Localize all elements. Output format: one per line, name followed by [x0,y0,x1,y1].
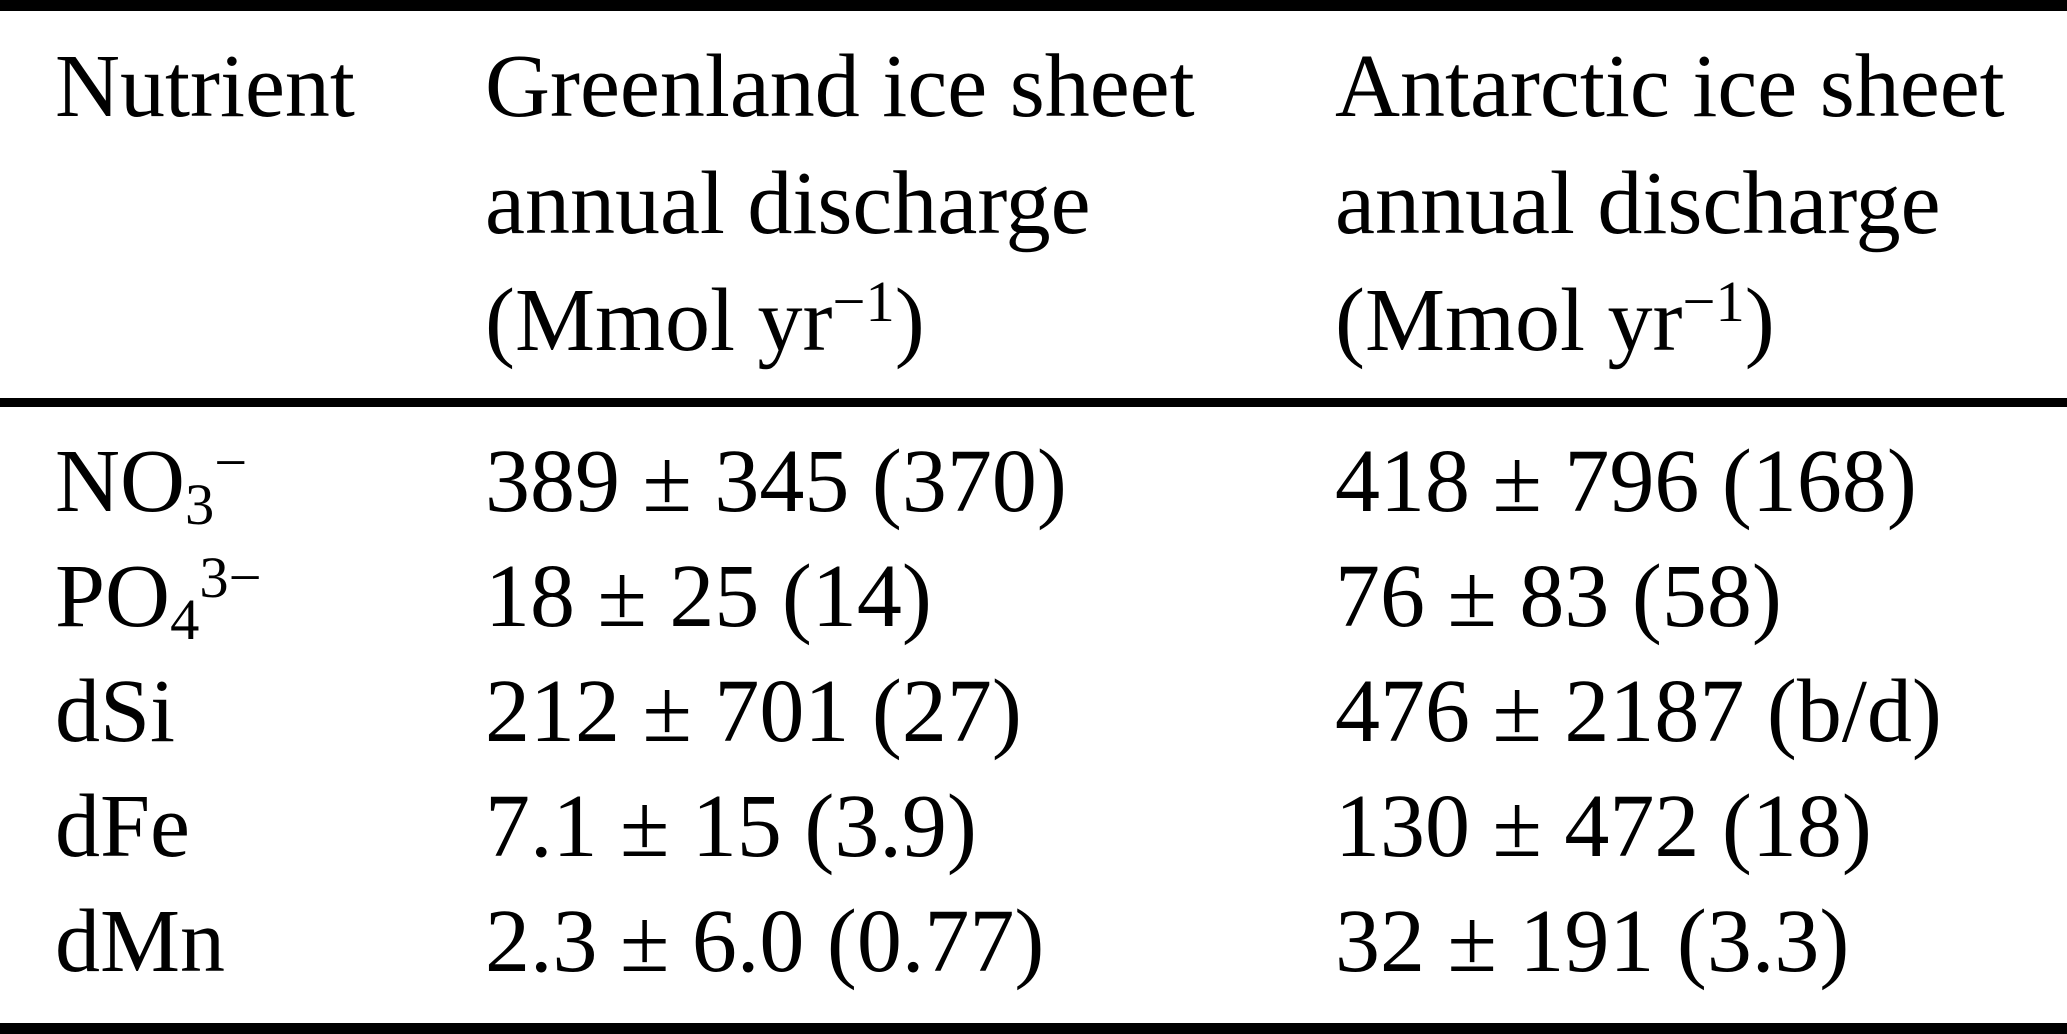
header-cell-greenland: Greenland ice sheet annual discharge (Mm… [485,28,1335,379]
table-top-rule [0,0,2067,11]
greenland-value: 2.3 ± 6.0 (0.77) [485,892,1045,991]
table-bottom-rule [0,1023,2067,1034]
formula-base: dFe [55,777,190,876]
formula-subscript: 4 [170,586,200,652]
antarctic-value: 476 ± 2187 (b/d) [1335,662,1942,761]
header-antarctic-unit: (Mmol yr−1) [1335,262,2067,379]
formula-superscript: 3− [199,544,262,610]
table-mid-rule [0,398,2067,407]
unit-suffix: ) [1744,271,1775,370]
formula-base: dMn [55,892,226,991]
table-header-row: Nutrient Greenland ice sheet annual disc… [0,28,2067,379]
nutrient-formula: dMn [55,884,485,999]
header-greenland-line2: annual discharge [485,154,1091,253]
formula-superscript: − [214,429,248,495]
greenland-value: 7.1 ± 15 (3.9) [485,777,977,876]
header-cell-antarctic: Antarctic ice sheet annual discharge (Mm… [1335,28,2067,379]
formula-base: PO [55,547,171,646]
antarctic-value: 32 ± 191 (3.3) [1335,892,1850,991]
header-greenland-unit: (Mmol yr−1) [485,262,1335,379]
header-nutrient-label: Nutrient [55,37,355,136]
greenland-value: 18 ± 25 (14) [485,547,932,646]
unit-suffix: ) [894,271,925,370]
nutrient-formula: NO3− [55,424,485,539]
antarctic-value: 130 ± 472 (18) [1335,777,1872,876]
unit-exponent: −1 [1682,268,1745,334]
formula-base: dSi [55,662,176,761]
table-body: NO3− 389 ± 345 (370) 418 ± 796 (168) PO4… [0,424,2067,999]
antarctic-value: 76 ± 83 (58) [1335,547,1782,646]
header-greenland-line1: Greenland ice sheet [485,37,1195,136]
unit-exponent: −1 [832,268,895,334]
unit-prefix: (Mmol yr [485,271,833,370]
header-cell-nutrient: Nutrient [55,28,485,379]
header-antarctic-line2: annual discharge [1335,154,1941,253]
antarctic-value: 418 ± 796 (168) [1335,432,1917,531]
formula-base: NO [55,432,185,531]
unit-prefix: (Mmol yr [1335,271,1683,370]
header-antarctic-line1: Antarctic ice sheet [1335,37,2005,136]
nutrient-formula: dSi [55,654,485,769]
nutrient-formula: dFe [55,769,485,884]
greenland-value: 389 ± 345 (370) [485,432,1067,531]
formula-subscript: 3 [185,471,215,537]
greenland-value: 212 ± 701 (27) [485,662,1022,761]
nutrient-formula: PO43− [55,539,485,654]
